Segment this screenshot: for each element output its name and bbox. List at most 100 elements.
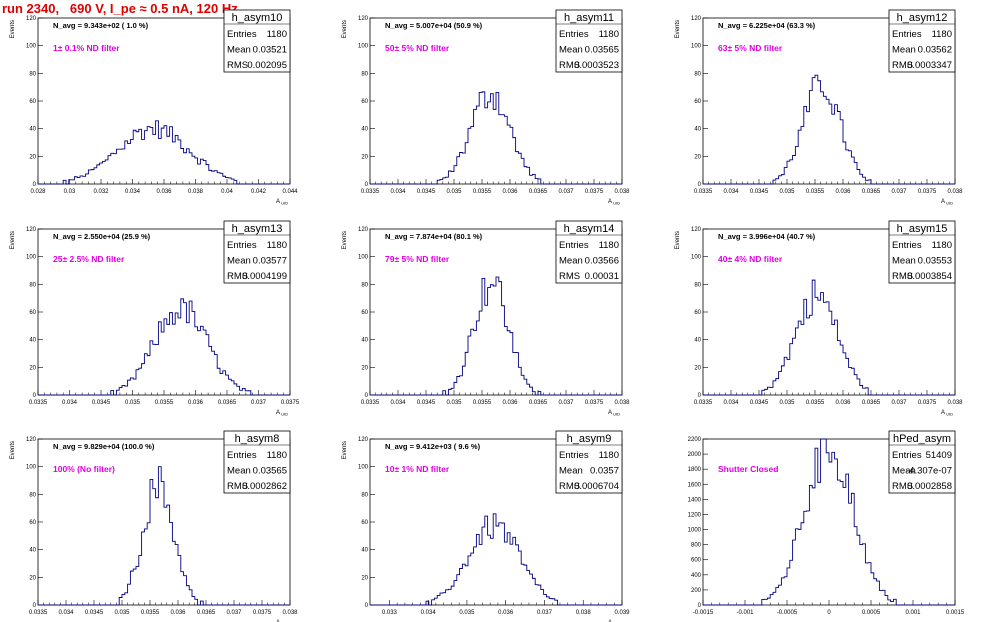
filter-note: 79± 5% ND filter [385,254,450,264]
histogram-line [38,466,290,606]
histogram-title: h_asym11 [564,12,614,24]
y-tick-label: 80 [361,71,368,77]
stats-box [223,9,291,73]
stats-value: -4.307e-07 [906,466,952,477]
y-tick-label: 40 [29,338,36,344]
y-tick-label: 20 [29,575,36,581]
y-axis-label: Events [10,441,16,459]
filter-note: 1± 0.1% ND filter [53,43,120,53]
x-tick-label: 0.036 [170,610,186,616]
y-tick-label: 0 [698,182,702,188]
n-avg-label: N_avg = 5.007e+04 (50.9 %) [385,21,483,30]
stats-value: 0.0003523 [574,60,619,71]
x-tick-label: 0 [827,610,831,616]
stats-label: Mean [892,256,916,267]
x-tick-label: 0.037 [891,189,907,195]
stats-box [555,9,623,73]
stats-value: 1180 [267,450,287,461]
y-tick-label: 120 [358,437,369,443]
n-avg-box [40,230,222,242]
histogram-title: h_asym15 [897,223,948,235]
x-tick-label: 0.037 [226,610,242,616]
x-tick-label: 0.038 [947,400,963,406]
y-tick-label: 40 [694,127,701,133]
y-tick-label: 120 [691,227,702,233]
y-tick-label: 60 [694,310,701,316]
y-tick-label: 40 [361,548,368,554]
x-tick-label: 0.037 [558,189,574,195]
y-tick-label: 60 [361,520,368,526]
stats-box [223,220,291,284]
y-tick-label: 200 [691,588,702,594]
y-tick-label: 800 [691,543,702,549]
y-tick-label: 100 [358,44,369,50]
x-tick-label: 0.034 [58,610,74,616]
stats-label: RMS [559,60,580,71]
y-tick-label: 60 [29,520,36,526]
x-tick-label: 0.0355 [155,400,174,406]
x-tick-label: 0.038 [947,189,963,195]
y-tick-label: 100 [358,465,369,471]
x-tick-label: 0.0365 [197,610,216,616]
stats-value: 0.0004199 [242,271,287,282]
stats-label: Mean [892,466,916,477]
stats-value: 1180 [932,240,952,251]
x-tick-label: 0.0355 [806,400,825,406]
histogram-panel-h_asym9: 0.033 0.034 0.035 0.036 0.037 0.038 0.039 0 20 40… [342,430,630,622]
y-tick-label: 60 [29,99,36,105]
x-tick-label: 0.035 [114,610,130,616]
stats-label: RMS [892,481,913,492]
x-tick-label: 0.0335 [361,189,380,195]
x-tick-label: 0.036 [835,400,851,406]
x-tick-label: 0.0335 [29,610,48,616]
histogram-panel-h_asym8: 0.0335 0.034 0.0345 0.035 0.0355 0.036 0.0365 0… [10,430,298,622]
x-tick-label: 0.0345 [750,400,769,406]
histogram-title: h_asym12 [897,12,948,24]
histogram-panel-h_asym14: 0.0335 0.034 0.0345 0.035 0.0355 0.036 0.0365 0… [342,220,630,417]
y-tick-label: 20 [361,575,368,581]
x-axis-label: A UID [608,199,620,206]
y-axis-label: Events [675,231,681,249]
x-tick-label: 0.032 [93,189,109,195]
x-tick-label: 0.0365 [862,400,881,406]
x-tick-label: 0.0335 [694,189,713,195]
x-tick-label: 0.042 [251,189,267,195]
x-tick-label: 0.0365 [529,400,548,406]
y-tick-label: 80 [361,492,368,498]
histogram-panel-hPed_asym: -0.0015 -0.001 -0.0005 0 0.0005 0.001 0.0015 0 2… [688,430,965,616]
y-axis-label: Events [675,20,681,38]
stats-label: Entries [227,29,257,40]
histogram-panel-h_asym10: 0.028 0.03 0.032 0.034 0.036 0.038 0.04 0.042 0.… [10,9,298,206]
x-tick-label: 0.0355 [473,189,492,195]
stats-value: 0.0002858 [907,481,952,492]
filter-note: 40± 4% ND filter [718,254,783,264]
y-tick-label: 1000 [688,528,702,534]
y-tick-label: 60 [694,99,701,105]
x-tick-label: 0.001 [905,610,921,616]
y-tick-label: 20 [29,154,36,160]
x-axis-label: A UID [941,410,953,417]
x-tick-label: 0.0375 [918,189,937,195]
x-tick-label: 0.036 [502,400,518,406]
x-tick-label: 0.038 [614,400,630,406]
y-tick-label: 0 [33,182,37,188]
y-tick-label: 0 [33,393,37,399]
x-tick-label: 0.0375 [918,400,937,406]
stats-label: Mean [559,466,583,477]
x-tick-label: 0.036 [156,189,172,195]
x-tick-label: 0.034 [421,610,437,616]
x-tick-label: 0.034 [125,189,141,195]
x-tick-label: 0.037 [891,400,907,406]
x-tick-label: 0.035 [779,189,795,195]
x-tick-label: 0.033 [382,610,398,616]
stats-label: RMS [892,60,913,71]
y-tick-label: 0 [698,603,702,609]
y-tick-label: 60 [29,310,36,316]
histogram-title: h_asym14 [564,223,615,235]
x-tick-label: 0.0345 [750,189,769,195]
y-tick-label: 0 [365,603,369,609]
y-tick-label: 80 [694,282,701,288]
x-tick-label: 0.0345 [85,610,104,616]
filter-note: 100% (No filter) [53,464,115,474]
y-tick-label: 40 [694,338,701,344]
